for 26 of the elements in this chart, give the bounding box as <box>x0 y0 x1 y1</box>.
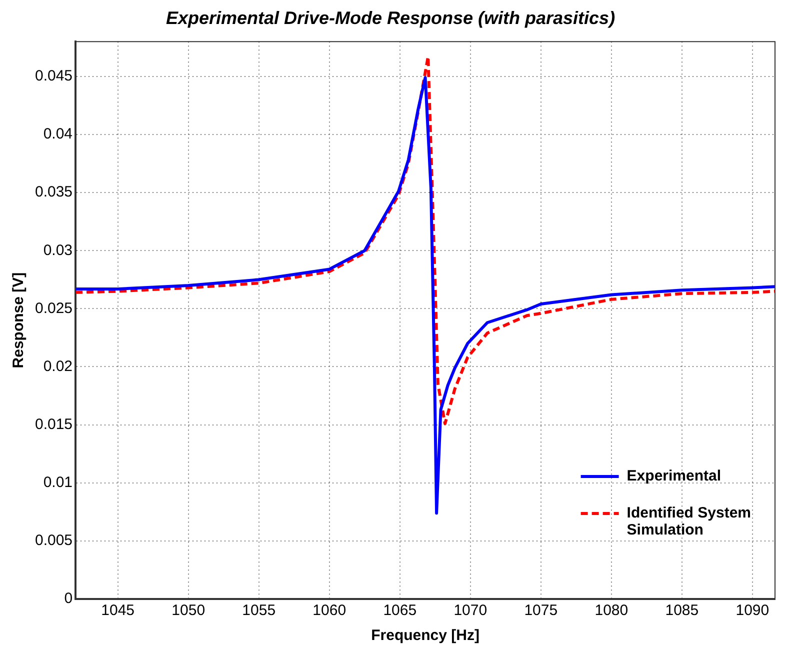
x-tick-label: 1085 <box>665 602 699 620</box>
x-tick-label: 1050 <box>172 602 206 620</box>
x-tick-label: 1070 <box>454 602 488 620</box>
x-tick-label: 1065 <box>383 602 417 620</box>
y-tick-label: 0.01 <box>43 474 73 492</box>
x-tick-label: 1075 <box>524 602 558 620</box>
y-tick-label: 0.025 <box>34 300 73 317</box>
y-tick-label: 0.045 <box>34 68 73 85</box>
legend-label: Experimental <box>626 468 722 485</box>
x-axis-title: Frequency [Hz] <box>371 627 480 644</box>
y-tick-label: 0.02 <box>43 358 73 375</box>
y-tick-label: 0.005 <box>34 532 73 550</box>
y-tick-label: 0.035 <box>34 184 73 201</box>
x-tick-label: 1080 <box>594 602 628 620</box>
line-series <box>76 55 775 426</box>
y-tick-label: 0 <box>64 590 73 608</box>
x-tick-label: 1055 <box>242 602 276 620</box>
legend-label: Identified System Simulation <box>626 504 752 539</box>
y-tick-label: 0.03 <box>43 242 73 259</box>
y-axis-title: Response [V] <box>10 272 28 368</box>
chart-title: Experimental Drive-Mode Response (with parasitics) <box>166 8 616 28</box>
x-tick-label: 1045 <box>101 602 135 620</box>
y-tick-label: 0.04 <box>43 126 73 143</box>
x-tick-label: 1060 <box>312 602 346 620</box>
y-tick-label: 0.015 <box>34 416 73 433</box>
x-tick-label: 1090 <box>736 602 770 620</box>
